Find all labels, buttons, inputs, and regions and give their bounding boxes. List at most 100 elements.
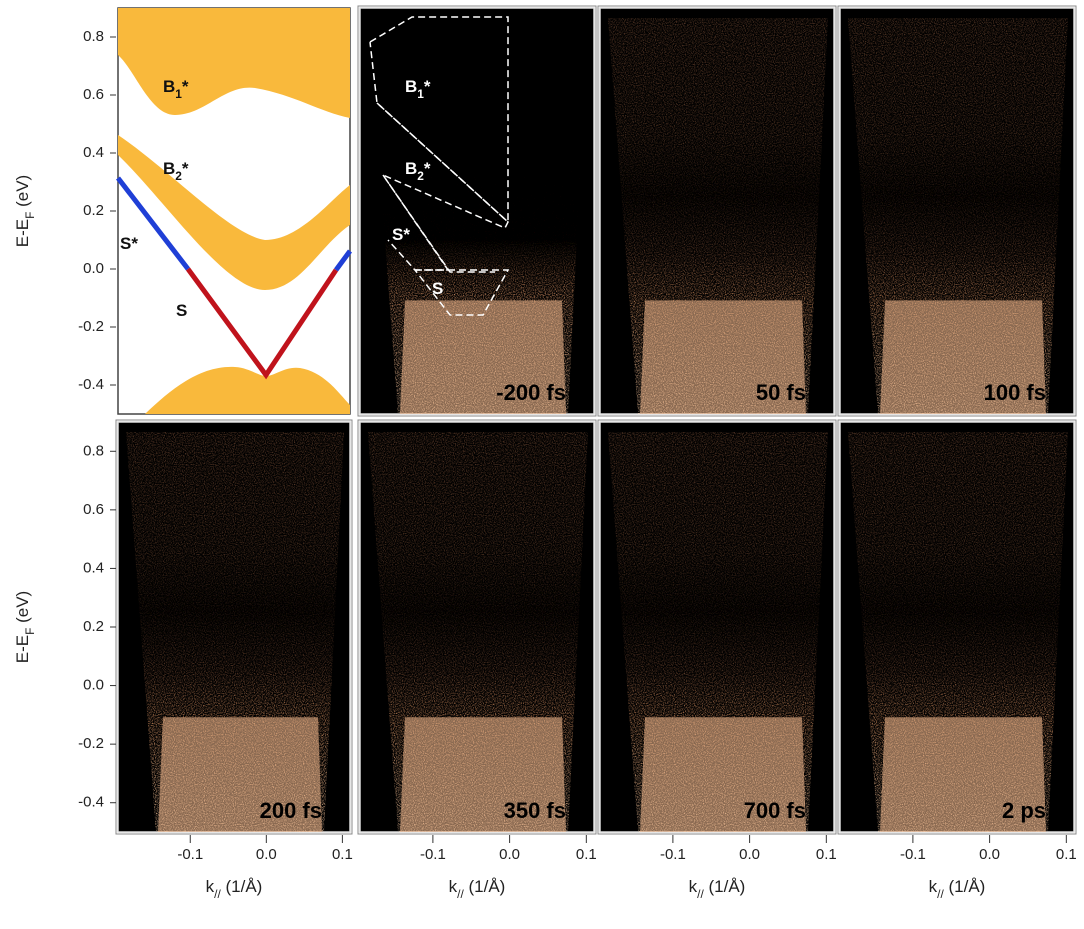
schematic-label: B2*: [163, 159, 189, 183]
schematic-label: S*: [120, 234, 138, 253]
y-tick-label: 0.2: [83, 202, 104, 219]
y-tick-label: 0.0: [83, 677, 104, 694]
x-axis-label: k// (1/Å): [449, 877, 506, 901]
panel-frame: [837, 5, 1077, 417]
x-axis-label-part: k: [206, 877, 215, 896]
x-tick-label: 0.0: [739, 846, 760, 863]
delay-label: 350 fs: [504, 798, 566, 823]
overlay-label: B2*: [405, 159, 431, 183]
y-tick-label: 0.8: [83, 28, 104, 45]
region-outline: [414, 269, 510, 316]
region-outline: [376, 102, 509, 229]
x-axis-label-part: k: [449, 877, 458, 896]
overlay-label-part: *: [403, 225, 410, 244]
overlay-label-part: S: [392, 225, 403, 244]
overlay-label-part: S: [432, 279, 443, 298]
y-axis-label-part: E-E: [13, 219, 32, 247]
x-axis-label: k// (1/Å): [929, 877, 986, 901]
x-axis-label-part: (1/Å): [221, 877, 263, 896]
panel-frame: [357, 419, 597, 835]
overlay-label: B1*: [405, 77, 431, 101]
overlay-label-part: *: [424, 159, 431, 178]
y-tick-label: -0.2: [78, 318, 104, 335]
x-axis-label-part: //: [214, 887, 221, 901]
panel-frame: [837, 419, 1077, 835]
x-axis-label-part: k: [689, 877, 698, 896]
photoemission-core: [158, 717, 322, 832]
region-outline: [369, 16, 509, 224]
delay-label: 50 fs: [756, 380, 806, 405]
x-tick-label: 0.1: [576, 846, 597, 863]
photoemission-core: [400, 717, 566, 832]
overlay-label: S: [432, 279, 443, 298]
x-axis-label-part: (1/Å): [704, 877, 746, 896]
panel-frame: [357, 5, 597, 417]
x-tick-label: 0.1: [816, 846, 837, 863]
x-axis-label-part: //: [457, 887, 464, 901]
x-axis-label-part: (1/Å): [464, 877, 506, 896]
overlay-label-part: *: [424, 77, 431, 96]
overlay-label-part: 1: [417, 87, 424, 101]
panel-frame: [597, 5, 837, 417]
y-axis-label-part: (eV): [13, 175, 32, 212]
x-axis-label-part: //: [697, 887, 704, 901]
schematic-label-part: *: [182, 159, 189, 178]
x-axis-label-part: (1/Å): [944, 877, 986, 896]
photoemission-core: [880, 717, 1046, 832]
photoemission-core: [880, 300, 1046, 414]
delay-label: 700 fs: [744, 798, 806, 823]
y-axis-label: E-EF (eV): [13, 591, 37, 663]
y-axis-label: E-EF (eV): [13, 175, 37, 247]
y-axis-label-part: E-E: [13, 635, 32, 663]
x-tick-label: -0.1: [900, 846, 926, 863]
x-tick-label: 0.0: [256, 846, 277, 863]
schematic-label-part: *: [131, 234, 138, 253]
overlay-label-part: 2: [417, 169, 424, 183]
overlay-label: S*: [392, 225, 410, 244]
delay-label: -200 fs: [496, 380, 566, 405]
photoemission-core: [640, 300, 806, 414]
schematic-label: B1*: [163, 77, 189, 101]
delay-label: 2 ps: [1002, 798, 1046, 823]
schematic-label-part: *: [182, 77, 189, 96]
overlay-label-part: B: [405, 159, 417, 178]
y-tick-label: 0.8: [83, 442, 104, 459]
y-tick-label: -0.4: [78, 376, 104, 393]
x-axis-label-part: k: [929, 877, 938, 896]
schematic-label-part: S: [176, 301, 187, 320]
schematic-label-part: 1: [175, 87, 182, 101]
x-tick-label: 0.0: [499, 846, 520, 863]
x-tick-label: 0.1: [332, 846, 353, 863]
schematic-label-part: B: [163, 77, 175, 96]
region-outline: [382, 174, 450, 271]
y-tick-label: 0.4: [83, 559, 104, 576]
y-tick-label: -0.2: [78, 735, 104, 752]
x-tick-label: 0.0: [979, 846, 1000, 863]
y-axis-label-part: (eV): [13, 591, 32, 628]
y-tick-label: 0.0: [83, 260, 104, 277]
schematic-label: S: [176, 301, 187, 320]
panel-frame: [597, 419, 837, 835]
delay-label: 100 fs: [984, 380, 1046, 405]
x-axis-label: k// (1/Å): [206, 877, 263, 901]
y-axis-label-part: F: [23, 212, 37, 219]
y-tick-label: 0.4: [83, 144, 104, 161]
region-outline: [384, 177, 495, 273]
y-tick-label: 0.2: [83, 618, 104, 635]
schematic-label-part: 2: [175, 169, 182, 183]
x-tick-label: -0.1: [177, 846, 203, 863]
schematic: [116, 7, 353, 415]
schematic-label-part: S: [120, 234, 131, 253]
photoemission-core: [400, 300, 566, 414]
y-tick-label: 0.6: [83, 86, 104, 103]
schematic-label-part: B: [163, 159, 175, 178]
x-axis-label-part: //: [937, 887, 944, 901]
x-tick-label: 0.1: [1056, 846, 1077, 863]
photoemission-core: [640, 717, 806, 832]
overlay-label-part: B: [405, 77, 417, 96]
x-tick-label: -0.1: [660, 846, 686, 863]
x-tick-label: -0.1: [420, 846, 446, 863]
y-tick-label: 0.6: [83, 501, 104, 518]
y-axis-label-part: F: [23, 628, 37, 635]
